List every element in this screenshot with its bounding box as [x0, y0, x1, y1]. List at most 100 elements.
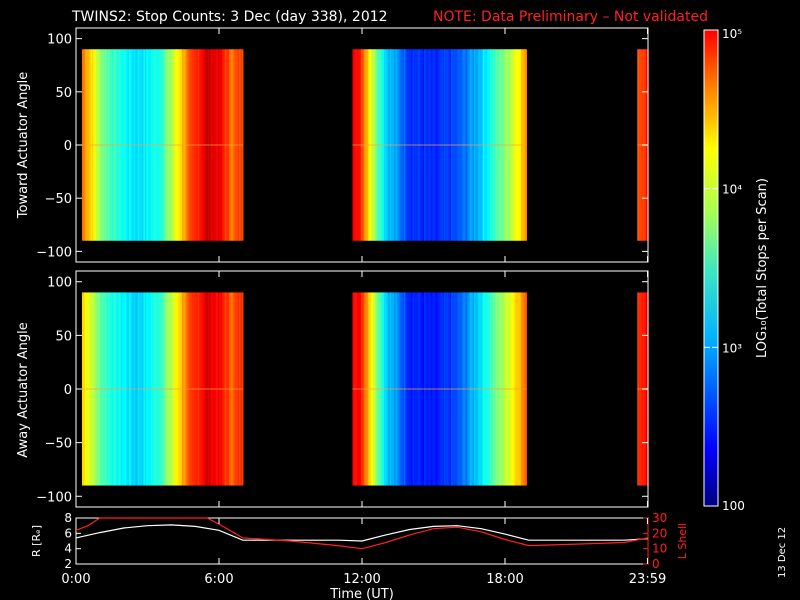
heatmap-column — [143, 49, 146, 241]
radius-tick-label: 2 — [64, 557, 72, 571]
heatmap-column — [212, 49, 215, 241]
heatmap-column — [81, 292, 84, 486]
heatmap-column — [496, 292, 499, 486]
heatmap-column — [413, 292, 416, 486]
heatmap-column — [100, 292, 103, 486]
heatmap-column — [392, 49, 395, 241]
heatmap-column — [506, 49, 509, 241]
colorbar-frame — [703, 29, 719, 507]
heatmap-column — [139, 49, 142, 241]
heatmap-column — [464, 49, 467, 241]
heatmap-column — [481, 49, 484, 241]
heatmap-column — [353, 292, 356, 486]
heatmap-column — [515, 292, 518, 486]
heatmap-column — [366, 49, 369, 241]
heatmap-column — [233, 49, 236, 241]
heatmap-column — [199, 49, 202, 241]
heatmap-column — [428, 292, 431, 486]
heatmap-column — [224, 49, 227, 241]
heatmap-column — [177, 292, 180, 486]
heatmap-column — [369, 49, 372, 241]
heatmap-column — [472, 49, 475, 241]
heatmap-column — [101, 49, 105, 241]
heatmap-column — [87, 292, 90, 486]
heatmap-column — [233, 292, 236, 486]
away-y-tick-label: 100 — [47, 276, 72, 291]
heatmap-column — [476, 292, 479, 486]
heatmap-column — [202, 292, 205, 486]
heatmap-column — [471, 49, 474, 241]
heatmap-column — [524, 49, 527, 241]
heatmap-column — [196, 49, 199, 241]
heatmap-column — [383, 49, 386, 241]
heatmap-column — [438, 49, 441, 241]
x-tick-label: 18:00 — [486, 572, 523, 587]
heatmap-column — [446, 292, 449, 486]
heatmap-column — [442, 292, 445, 486]
heatmap-column — [194, 49, 197, 241]
heatmap-column — [478, 49, 481, 241]
heatmap-column — [438, 292, 441, 486]
heatmap-column — [90, 292, 93, 486]
heatmap-column — [465, 49, 468, 241]
heatmap-column — [433, 292, 437, 486]
heatmap-column — [412, 49, 415, 241]
heatmap-column — [100, 49, 103, 241]
heatmap-column — [199, 292, 202, 486]
heatmap-column — [365, 49, 368, 241]
heatmap-column — [423, 49, 426, 241]
heatmap-column — [152, 49, 155, 241]
heatmap-column — [119, 49, 122, 241]
heatmap-column — [220, 292, 223, 486]
heatmap-column — [452, 292, 455, 486]
heatmap-column — [429, 49, 432, 241]
away-panel: 100 50 0 −50 −100 Away Actuator Angle — [16, 270, 649, 508]
heatmap-column — [399, 292, 402, 486]
heatmap-column — [172, 292, 175, 486]
heatmap-column — [403, 49, 406, 241]
heatmap-column — [126, 292, 129, 486]
heatmap-column — [174, 292, 177, 486]
heatmap-column — [110, 49, 113, 241]
heatmap-column — [107, 292, 110, 486]
heatmap-column — [361, 49, 364, 241]
heatmap-column — [129, 49, 132, 241]
heatmap-column — [143, 292, 146, 486]
x-tick-label: 23:59 — [629, 572, 666, 587]
heatmap-column — [84, 292, 87, 486]
heatmap-column — [389, 292, 392, 486]
heatmap-column — [415, 49, 418, 241]
heatmap-column — [136, 49, 139, 241]
heatmap-column — [166, 292, 169, 486]
heatmap-column — [385, 292, 388, 486]
heatmap-column — [428, 49, 431, 241]
heatmap-column — [406, 292, 409, 486]
heatmap-column — [220, 49, 223, 241]
chart-title: TWINS2: Stop Counts: 3 Dec (day 338), 20… — [71, 9, 388, 25]
colorbar: 10⁵ 10⁴ 10³ 100 LOG₁₀(Total Stops per Scan) — [703, 27, 770, 513]
heatmap-column — [214, 49, 217, 241]
heatmap-column — [489, 49, 492, 241]
heatmap-column — [172, 49, 175, 241]
heatmap-column — [421, 292, 424, 486]
x-tick-label: 12:00 — [343, 572, 380, 587]
heatmap-column — [142, 49, 145, 241]
heatmap-column — [371, 292, 374, 486]
heatmap-column — [117, 49, 120, 241]
heatmap-column — [83, 292, 86, 486]
heatmap-column — [386, 49, 389, 241]
heatmap-column — [442, 49, 445, 241]
heatmap-column — [173, 292, 176, 486]
heatmap-column — [214, 292, 217, 486]
heatmap-column — [204, 292, 207, 486]
heatmap-column — [640, 49, 643, 241]
heatmap-column — [525, 49, 528, 241]
heatmap-column — [475, 49, 478, 241]
heatmap-column — [229, 49, 232, 241]
heatmap-column — [514, 49, 517, 241]
heatmap-column — [122, 292, 125, 486]
heatmap-column — [449, 49, 452, 241]
heatmap-column — [130, 49, 133, 241]
heatmap-column — [240, 49, 243, 241]
